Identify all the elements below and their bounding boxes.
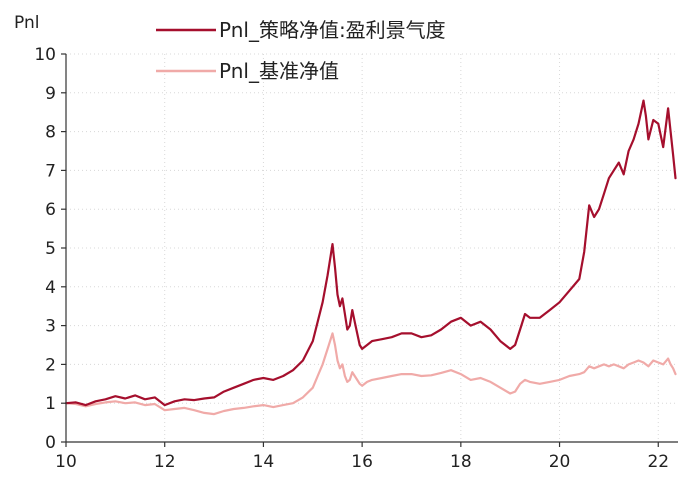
series-layer xyxy=(64,99,677,416)
x-tick-label: 22 xyxy=(647,452,669,472)
x-tick-label: 14 xyxy=(253,452,275,472)
legend-label-strategy: Pnl_策略净值:盈利景气度 xyxy=(219,18,446,42)
y-tick-label: 3 xyxy=(45,317,56,337)
y-tick-label: 9 xyxy=(45,84,56,104)
x-tick-label: 16 xyxy=(351,452,373,472)
y-tick-label: 2 xyxy=(45,355,56,375)
x-tick-label: 20 xyxy=(549,452,571,472)
x-tick-label: 10 xyxy=(55,452,77,472)
y-tick-label: 0 xyxy=(45,433,56,453)
x-tick-label: 18 xyxy=(450,452,472,472)
series-line-strategy xyxy=(64,99,677,407)
y-tick-label: 7 xyxy=(45,161,56,181)
axes xyxy=(61,53,678,447)
legend-label-benchmark: Pnl_基准净值 xyxy=(219,59,339,83)
y-tick-label: 8 xyxy=(45,123,56,143)
y-tick-label: 5 xyxy=(45,239,56,259)
series-line-benchmark xyxy=(64,332,677,416)
grid-lines xyxy=(65,53,678,442)
y-axis-label: Pnl xyxy=(14,13,39,33)
y-tick-label: 1 xyxy=(45,394,56,414)
legend: Pnl_策略净值:盈利景气度 Pnl_基准净值 xyxy=(156,18,446,83)
x-tick-label: 12 xyxy=(154,452,176,472)
y-tick-label: 4 xyxy=(45,278,56,298)
y-tick-label: 6 xyxy=(45,200,56,220)
y-tick-label: 10 xyxy=(34,45,56,65)
